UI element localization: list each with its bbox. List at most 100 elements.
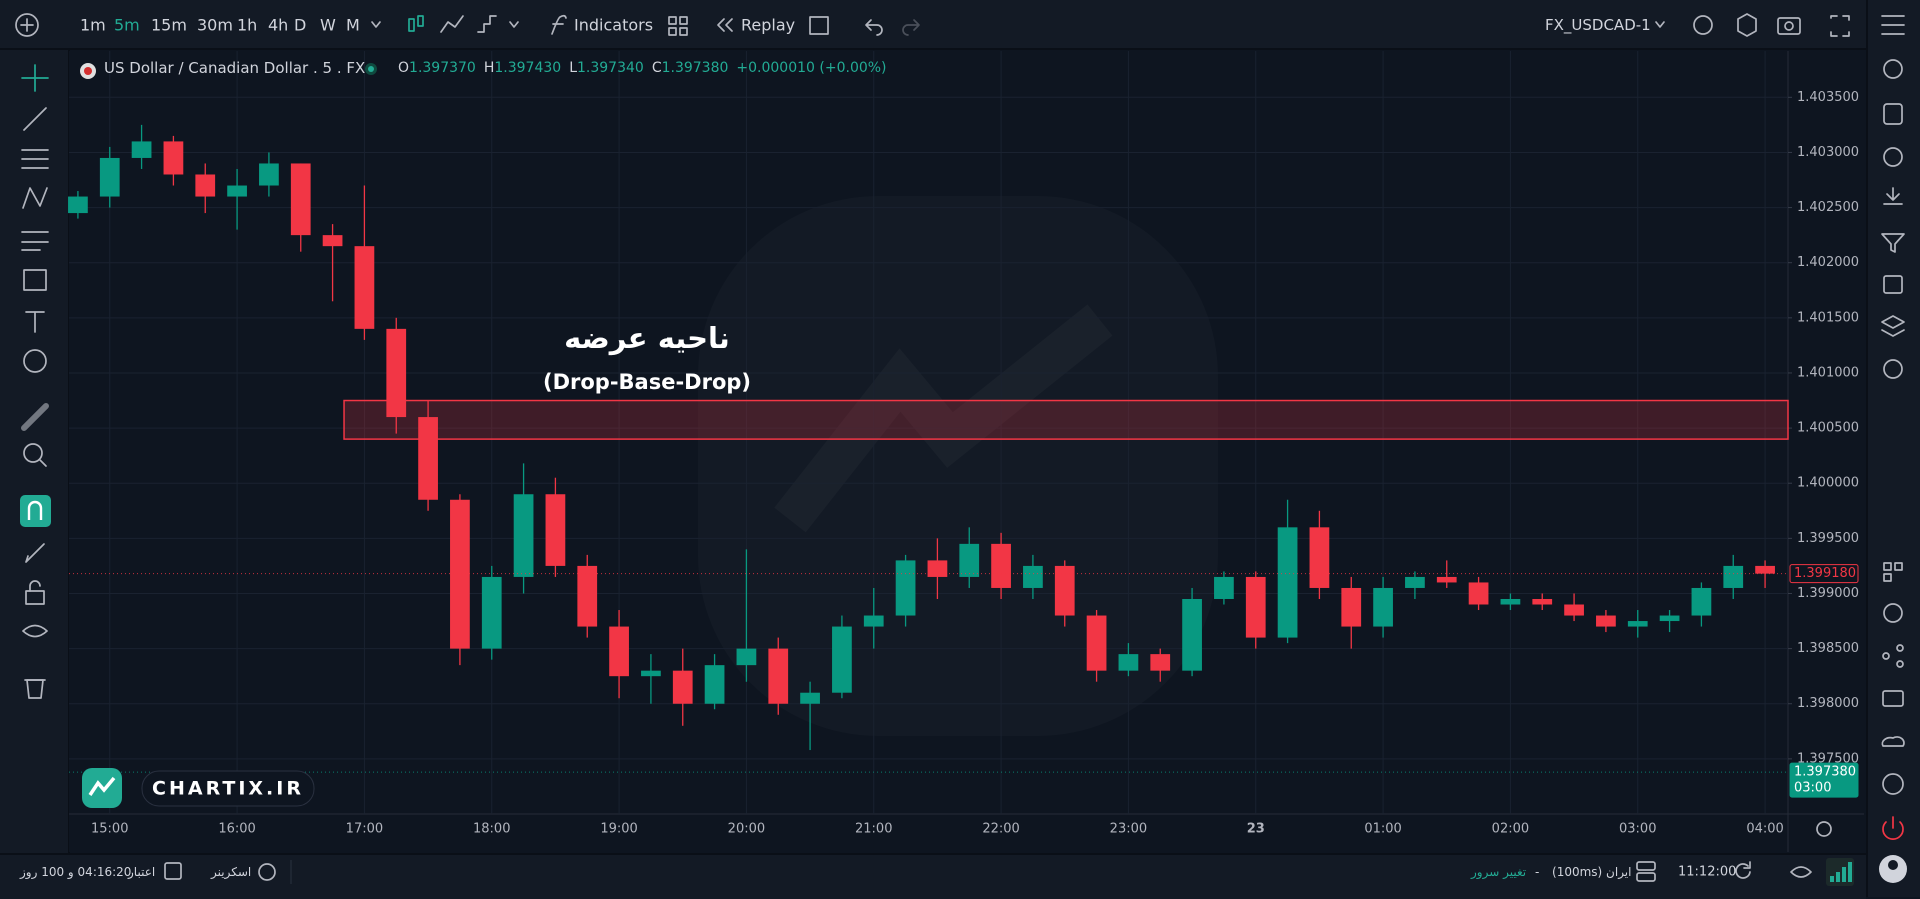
account-icon[interactable]	[1882, 690, 1904, 707]
y-tick-label: 1.401000	[1797, 365, 1859, 380]
candle-body	[1723, 565, 1744, 588]
pattern-tool[interactable]	[22, 187, 48, 209]
calendar-check-icon[interactable]	[164, 862, 182, 880]
line-style[interactable]	[440, 15, 464, 33]
alerts-icon[interactable]	[1883, 147, 1903, 167]
replay-icon[interactable]	[717, 18, 733, 32]
candle-body	[1755, 565, 1775, 574]
hide-tool[interactable]	[22, 624, 48, 638]
interval-button[interactable]: W	[320, 15, 336, 35]
measure-tool[interactable]	[21, 403, 49, 431]
server-icon[interactable]	[1636, 861, 1656, 882]
icon-tool[interactable]	[23, 349, 47, 373]
interval-menu[interactable]	[371, 21, 381, 28]
redo[interactable]	[902, 19, 920, 36]
x-tick-label: 15:00	[91, 822, 128, 837]
share-icon[interactable]	[1882, 644, 1904, 668]
interval-button[interactable]: D	[294, 15, 307, 35]
fullscreen-icon[interactable]	[1830, 15, 1850, 37]
info-icon[interactable]	[1882, 773, 1904, 795]
settings-icon[interactable]	[1737, 13, 1757, 37]
candle-body	[1405, 576, 1425, 588]
prediction-tool[interactable]	[21, 231, 49, 251]
watchlist-icon[interactable]	[1883, 103, 1903, 125]
undo[interactable]	[865, 19, 883, 36]
fib-tool[interactable]	[21, 149, 49, 169]
style-menu[interactable]	[509, 21, 519, 28]
bar-style[interactable]	[477, 15, 497, 33]
watermark-pill	[141, 770, 315, 807]
visibility-icon[interactable]	[1790, 866, 1812, 878]
interval-button[interactable]: 30m	[197, 15, 233, 35]
candle-body	[1500, 598, 1521, 605]
symbol-selector[interactable]: FX_USDCAD-1	[1545, 16, 1651, 34]
left-toolbar	[0, 50, 70, 853]
interval-button[interactable]: 1m	[80, 15, 106, 35]
magnet-tool[interactable]	[20, 495, 51, 527]
indicators-button[interactable]: Indicators	[574, 15, 654, 35]
rectangle-toggle[interactable]	[809, 16, 829, 35]
candle-body	[1532, 598, 1553, 605]
candle-body	[1564, 604, 1584, 616]
snapshot-icon[interactable]	[1777, 17, 1801, 35]
refresh-icon[interactable]	[1735, 861, 1751, 879]
interval-button[interactable]: 4h	[268, 15, 289, 35]
widgets-icon[interactable]	[1883, 562, 1903, 582]
cloud-icon[interactable]	[1881, 736, 1905, 747]
calendar-icon[interactable]	[1883, 275, 1903, 294]
candle-body	[322, 235, 343, 247]
search-icon[interactable]	[1883, 59, 1903, 79]
layout-icon[interactable]	[668, 16, 688, 36]
text-tool[interactable]	[25, 311, 45, 333]
symbol-menu[interactable]	[1655, 21, 1665, 28]
interval-button[interactable]: 1h	[237, 15, 258, 35]
add-symbol[interactable]	[15, 13, 39, 37]
power-icon[interactable]	[1882, 816, 1904, 840]
interval-button[interactable]: 15m	[151, 15, 187, 35]
trendline-tool[interactable]	[23, 107, 47, 131]
menu-icon[interactable]	[1881, 15, 1905, 35]
zoom-tool[interactable]	[23, 443, 47, 467]
x-tick-label: 16:00	[218, 822, 255, 837]
screener-icon[interactable]	[258, 863, 276, 881]
market-status-dot	[368, 66, 374, 72]
candle-body	[195, 174, 216, 197]
drawing-mode-tool[interactable]	[25, 543, 45, 563]
indicators-icon[interactable]	[551, 14, 567, 35]
interval-button[interactable]: M	[346, 15, 360, 35]
alert-icon[interactable]	[1693, 15, 1713, 35]
candle-body	[1468, 582, 1489, 605]
y-tick-label: 1.399500	[1797, 531, 1859, 546]
candle-body	[991, 543, 1011, 588]
replay-button[interactable]: Replay	[741, 15, 796, 35]
filter-icon[interactable]	[1881, 233, 1905, 253]
change-server[interactable]: تغییر سرور	[1471, 865, 1527, 879]
candle-body	[1214, 576, 1234, 599]
candle-body	[704, 665, 725, 704]
crosshair-tool[interactable]	[21, 64, 49, 92]
lock-tool[interactable]	[25, 580, 45, 605]
right-sidebar	[1866, 0, 1920, 897]
ohlc-key: H	[483, 60, 495, 76]
delete-tool[interactable]	[24, 679, 46, 699]
watermark-icon-glyph	[88, 776, 116, 796]
support-icon[interactable]	[1883, 603, 1903, 623]
globe-icon[interactable]	[1883, 359, 1903, 379]
candle-body	[1436, 576, 1457, 583]
y-tick-label: 1.399000	[1797, 586, 1859, 601]
status-bar	[0, 853, 1866, 899]
interval-button[interactable]: 5m	[114, 15, 140, 35]
candle-body	[1054, 565, 1075, 616]
x-tick-label: 21:00	[855, 822, 892, 837]
x-tick-label: 23	[1247, 822, 1265, 837]
y-tick-label: 1.401500	[1797, 310, 1859, 325]
x-tick-label: 22:00	[982, 822, 1019, 837]
candle-body	[1086, 615, 1107, 671]
candle-style[interactable]	[408, 15, 424, 32]
layers-icon[interactable]	[1881, 315, 1905, 337]
chart-settings[interactable]	[1816, 821, 1832, 837]
screener-label[interactable]: اسکرینر	[211, 865, 252, 879]
candle-body	[513, 494, 534, 577]
download-icon[interactable]	[1883, 187, 1903, 205]
shape-tool[interactable]	[23, 269, 47, 291]
